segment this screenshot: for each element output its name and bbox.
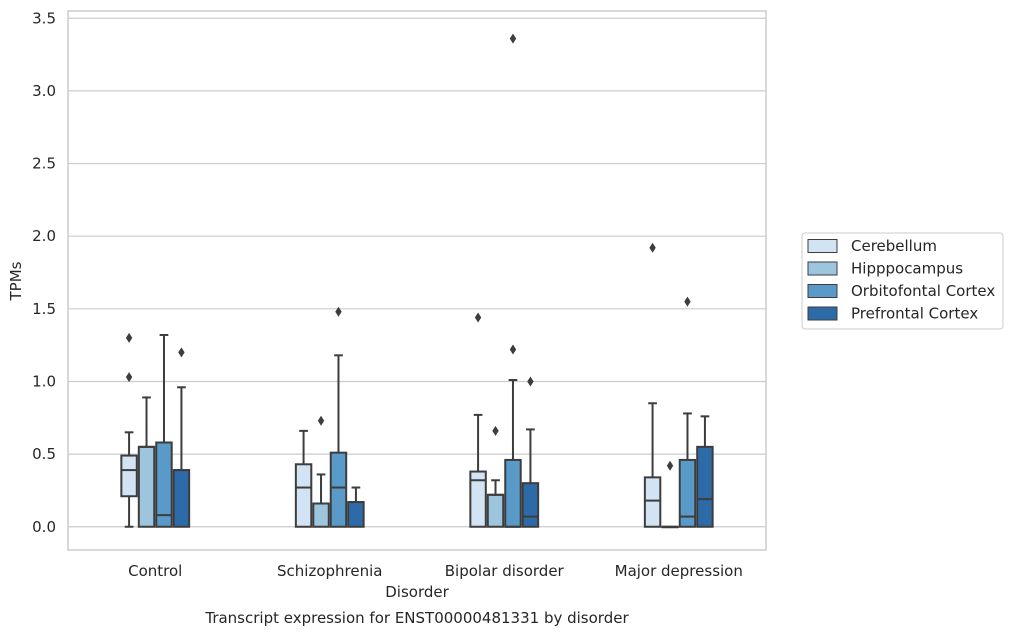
outlier-point bbox=[666, 460, 674, 471]
box-group bbox=[120, 332, 138, 528]
box bbox=[469, 470, 487, 528]
x-tick-label: Control bbox=[128, 562, 182, 580]
box bbox=[155, 441, 173, 528]
y-axis-label: TPMs bbox=[7, 261, 25, 301]
legend-swatch bbox=[807, 306, 838, 321]
outlier-point bbox=[527, 376, 534, 387]
legend: Cerebellum Hipppocampus Orbitofontal Corte… bbox=[801, 232, 1004, 330]
box bbox=[294, 463, 313, 528]
legend-swatch bbox=[807, 284, 838, 298]
legend-frame bbox=[801, 232, 1004, 330]
box-group bbox=[521, 376, 540, 528]
box bbox=[312, 502, 330, 528]
chart-caption: Transcript expression for ENST0000048133… bbox=[204, 609, 629, 627]
box bbox=[486, 493, 505, 528]
legend-swatch bbox=[807, 239, 838, 253]
box bbox=[504, 458, 522, 528]
box-group bbox=[469, 312, 487, 528]
box-group bbox=[137, 396, 156, 528]
outlier-point bbox=[649, 242, 656, 253]
box-group bbox=[661, 460, 679, 529]
box-group bbox=[155, 333, 173, 528]
legend-label: Orbitofontal Cortex bbox=[851, 282, 995, 300]
grid-lines bbox=[68, 17, 766, 528]
box-group bbox=[294, 429, 313, 528]
outlier-point bbox=[125, 372, 133, 383]
x-tick-labels: Control Schizophrenia Bipolar disorder Majo… bbox=[128, 562, 743, 580]
legend-label: Cerebellum bbox=[851, 237, 937, 255]
box-group bbox=[486, 425, 505, 528]
outlier-point bbox=[509, 33, 517, 44]
outlier-point bbox=[317, 415, 325, 426]
box bbox=[329, 451, 348, 528]
y-tick-label: 1.5 bbox=[32, 300, 56, 318]
legend-swatch bbox=[807, 261, 838, 276]
y-tick-label: 0.0 bbox=[32, 518, 56, 536]
box-group bbox=[329, 306, 348, 528]
y-tick-label: 2.0 bbox=[32, 227, 56, 245]
box-group bbox=[678, 296, 697, 528]
x-tick-label: Schizophrenia bbox=[277, 562, 382, 580]
box bbox=[678, 458, 697, 528]
outlier-point bbox=[335, 306, 342, 317]
x-tick-label: Bipolar disorder bbox=[445, 562, 565, 580]
plot-frame bbox=[67, 10, 767, 551]
box-group bbox=[696, 415, 714, 528]
box bbox=[521, 482, 540, 528]
x-axis-label: Disorder bbox=[385, 583, 449, 601]
y-tick-label: 3.5 bbox=[32, 9, 56, 27]
legend-label: Hipppocampus bbox=[851, 260, 963, 278]
x-tick-label: Major depression bbox=[615, 562, 743, 580]
box-group bbox=[504, 33, 522, 528]
box-group bbox=[347, 486, 365, 528]
outlier-point bbox=[509, 344, 517, 355]
box bbox=[172, 469, 191, 528]
box bbox=[643, 476, 662, 528]
outlier-point bbox=[178, 347, 185, 358]
box bbox=[120, 454, 138, 498]
box-group bbox=[172, 347, 191, 528]
y-tick-labels: 0.0 0.5 1.0 1.5 2.0 2.5 3.0 3.5 bbox=[32, 9, 56, 535]
outlier-point bbox=[474, 312, 482, 323]
box bbox=[347, 501, 365, 528]
y-tick-label: 3.0 bbox=[32, 82, 56, 100]
y-tick-label: 1.0 bbox=[32, 372, 56, 390]
y-tick-label: 2.5 bbox=[32, 155, 56, 173]
box bbox=[696, 445, 714, 528]
outlier-point bbox=[125, 332, 133, 343]
box-plots bbox=[120, 33, 714, 529]
outlier-point bbox=[684, 296, 691, 307]
box-group bbox=[643, 242, 662, 528]
legend-label: Prefrontal Cortex bbox=[851, 305, 978, 323]
box-group bbox=[312, 415, 330, 528]
box bbox=[137, 445, 156, 528]
y-tick-label: 0.5 bbox=[32, 445, 56, 463]
outlier-point bbox=[492, 425, 499, 436]
